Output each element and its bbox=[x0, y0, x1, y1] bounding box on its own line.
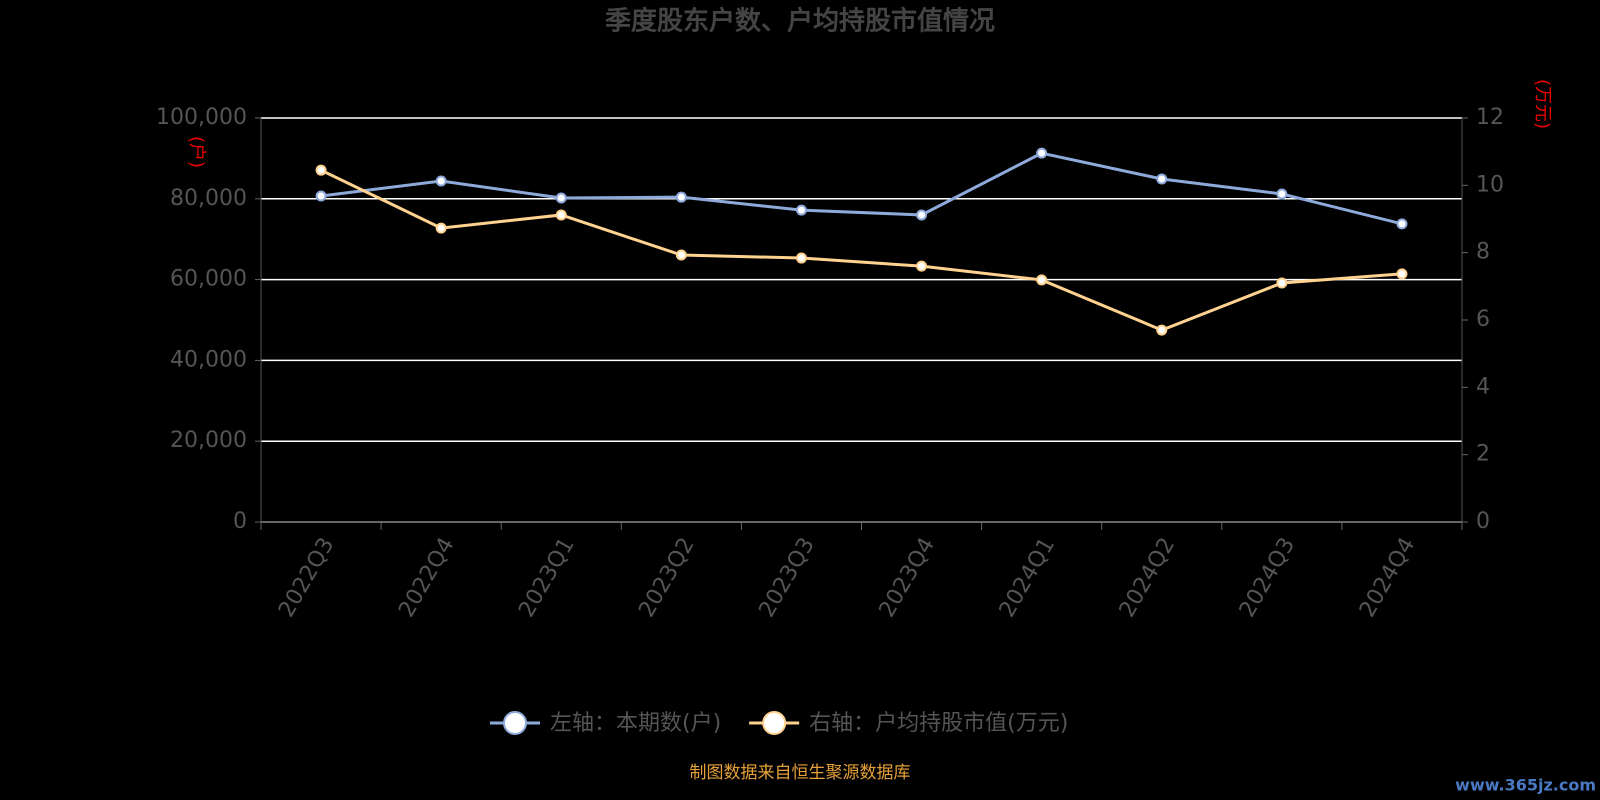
x-tick-label: 2023Q4 bbox=[875, 534, 940, 622]
data-point bbox=[1036, 147, 1048, 159]
data-point bbox=[435, 222, 447, 234]
source-note: 制图数据来自恒生聚源数据库 bbox=[690, 763, 911, 783]
data-point bbox=[555, 192, 567, 204]
data-point bbox=[1156, 173, 1168, 185]
legend-label: 右轴：户均持股市值(万元) bbox=[809, 711, 1068, 736]
y2-tick-label: 12 bbox=[1476, 105, 1504, 130]
y2-axis-label: (万元) bbox=[1532, 79, 1553, 129]
y-tick-label: 0 bbox=[233, 509, 247, 534]
data-point bbox=[916, 260, 928, 272]
data-point bbox=[1276, 188, 1288, 200]
y-tick-label: 40,000 bbox=[170, 347, 247, 372]
x-tick-label: 2022Q4 bbox=[394, 534, 459, 622]
legend-marker bbox=[503, 711, 527, 735]
watermark: www.365jz.com bbox=[1455, 776, 1596, 795]
y2-tick-label: 4 bbox=[1476, 374, 1490, 399]
data-point bbox=[1156, 324, 1168, 336]
data-point bbox=[1276, 277, 1288, 289]
chart-title: 季度股东户数、户均持股市值情况 bbox=[605, 6, 995, 37]
data-point bbox=[315, 190, 327, 202]
data-point bbox=[1396, 218, 1408, 230]
x-tick-label: 2024Q3 bbox=[1235, 534, 1300, 622]
data-point bbox=[1036, 274, 1048, 286]
y2-tick-label: 10 bbox=[1476, 172, 1504, 197]
data-point bbox=[916, 209, 928, 221]
data-point bbox=[795, 204, 807, 216]
y-tick-label: 80,000 bbox=[170, 186, 247, 211]
x-tick-label: 2022Q3 bbox=[274, 534, 339, 622]
data-point bbox=[555, 209, 567, 221]
data-point bbox=[675, 191, 687, 203]
x-tick-label: 2023Q3 bbox=[755, 534, 820, 622]
legend-label: 左轴：本期数(户) bbox=[550, 711, 721, 736]
y-tick-label: 20,000 bbox=[170, 428, 247, 453]
x-tick-label: 2023Q1 bbox=[514, 534, 579, 622]
series-line bbox=[320, 168, 1403, 332]
x-tick-label: 2024Q2 bbox=[1115, 534, 1180, 622]
y2-tick-label: 6 bbox=[1476, 307, 1490, 332]
y-tick-label: 100,000 bbox=[156, 105, 247, 130]
y2-tick-label: 2 bbox=[1476, 442, 1490, 467]
data-point bbox=[675, 249, 687, 261]
y2-tick-label: 0 bbox=[1476, 509, 1490, 534]
series-line bbox=[320, 151, 1403, 226]
data-point bbox=[795, 252, 807, 264]
data-point bbox=[315, 164, 327, 176]
y2-tick-label: 8 bbox=[1476, 240, 1490, 265]
y-axis-label: (户) bbox=[186, 136, 207, 168]
legend-marker bbox=[762, 711, 787, 735]
y-tick-label: 60,000 bbox=[170, 267, 247, 292]
data-point bbox=[1396, 268, 1408, 280]
x-tick-label: 2023Q2 bbox=[634, 534, 699, 622]
x-tick-label: 2024Q1 bbox=[995, 534, 1060, 622]
x-tick-label: 2024Q4 bbox=[1355, 534, 1420, 622]
data-point bbox=[435, 175, 447, 187]
